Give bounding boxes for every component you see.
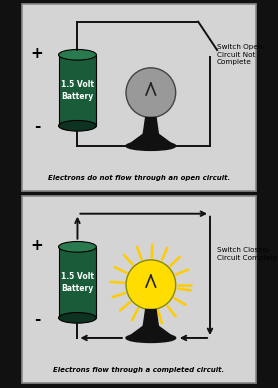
- Bar: [59, 55, 96, 126]
- Bar: [59, 247, 96, 318]
- Ellipse shape: [126, 141, 176, 151]
- Circle shape: [126, 260, 176, 310]
- Text: 1.5 Volt
Battery: 1.5 Volt Battery: [61, 80, 94, 101]
- Ellipse shape: [59, 312, 96, 323]
- Circle shape: [126, 68, 176, 118]
- Text: Switch Open-
Circuit Not
Complete: Switch Open- Circuit Not Complete: [217, 44, 265, 65]
- FancyBboxPatch shape: [22, 196, 256, 383]
- Text: -: -: [34, 120, 40, 135]
- Text: Electrons do not flow through an open circuit.: Electrons do not flow through an open ci…: [48, 175, 230, 181]
- Text: +: +: [31, 238, 44, 253]
- Polygon shape: [143, 118, 158, 134]
- Text: Electrons flow through a completed circuit.: Electrons flow through a completed circu…: [53, 367, 225, 373]
- Ellipse shape: [59, 120, 96, 131]
- Text: Switch Closed-
Circuit Complete: Switch Closed- Circuit Complete: [217, 247, 278, 261]
- Ellipse shape: [126, 333, 176, 343]
- Polygon shape: [143, 310, 158, 326]
- FancyBboxPatch shape: [22, 4, 256, 191]
- Ellipse shape: [59, 241, 96, 252]
- Polygon shape: [127, 326, 175, 338]
- Text: -: -: [34, 312, 40, 327]
- Text: +: +: [31, 46, 44, 61]
- Polygon shape: [127, 134, 175, 146]
- Text: 1.5 Volt
Battery: 1.5 Volt Battery: [61, 272, 94, 293]
- Ellipse shape: [59, 49, 96, 60]
